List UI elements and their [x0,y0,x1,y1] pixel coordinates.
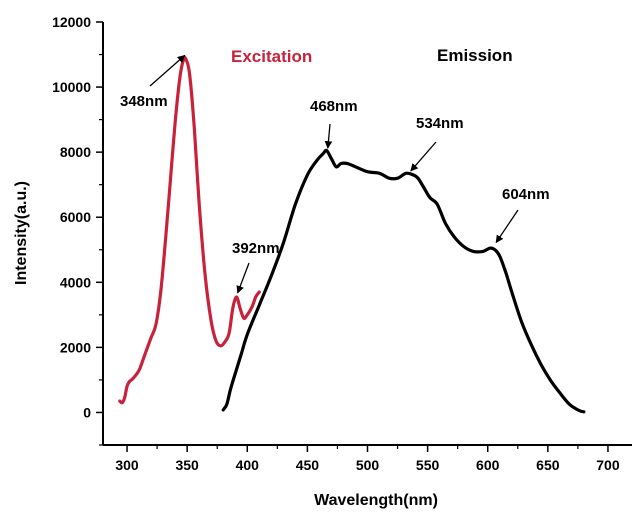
y-tick-label: 10000 [52,79,91,95]
annotation-label: 392nm [232,240,280,257]
x-tick-label: 600 [476,457,500,473]
annotation-label: 534nm [416,115,464,132]
x-tick-label: 650 [536,457,560,473]
y-tick-label: 8000 [60,144,91,160]
y-tick-label: 0 [83,404,91,420]
annotation-arrow [410,141,437,172]
x-tick-label: 550 [416,457,440,473]
x-tick-label: 700 [596,457,620,473]
x-tick-label: 450 [296,457,320,473]
legend: Excitation Emission [231,46,513,66]
x-tick-label: 350 [175,457,199,473]
series-line-emission [221,148,586,414]
y-axis-title: Intensity(a.u.) [13,181,30,285]
x-axis-ticks: 300 350 400 450 500 550 600 650 700 [115,445,620,473]
annotation-arrow [236,262,250,294]
legend-label-emission: Emission [437,46,513,65]
annotation-arrow [324,123,333,149]
y-tick-label: 2000 [60,339,91,355]
annotation-layer: 348nm 392nm 468nm 534nm 604nm [120,54,550,294]
x-tick-label: 500 [356,457,380,473]
annotation-arrow [495,209,519,244]
legend-label-excitation: Excitation [231,47,312,66]
y-tick-label: 12000 [52,14,91,30]
x-tick-label: 300 [115,457,139,473]
annotation-label: 604nm [502,186,550,203]
annotation-label: 468nm [310,98,358,115]
x-axis-title: Wavelength(nm) [314,492,438,509]
y-tick-label: 4000 [60,274,91,290]
x-tick-label: 400 [236,457,260,473]
y-axis-ticks: 0 2000 4000 6000 8000 10000 12000 [52,14,103,446]
series-line-excitation [118,55,261,405]
series-layer [118,55,586,414]
y-tick-label: 6000 [60,209,91,225]
annotation-arrow [149,54,186,87]
annotation-label: 348nm [120,93,168,110]
